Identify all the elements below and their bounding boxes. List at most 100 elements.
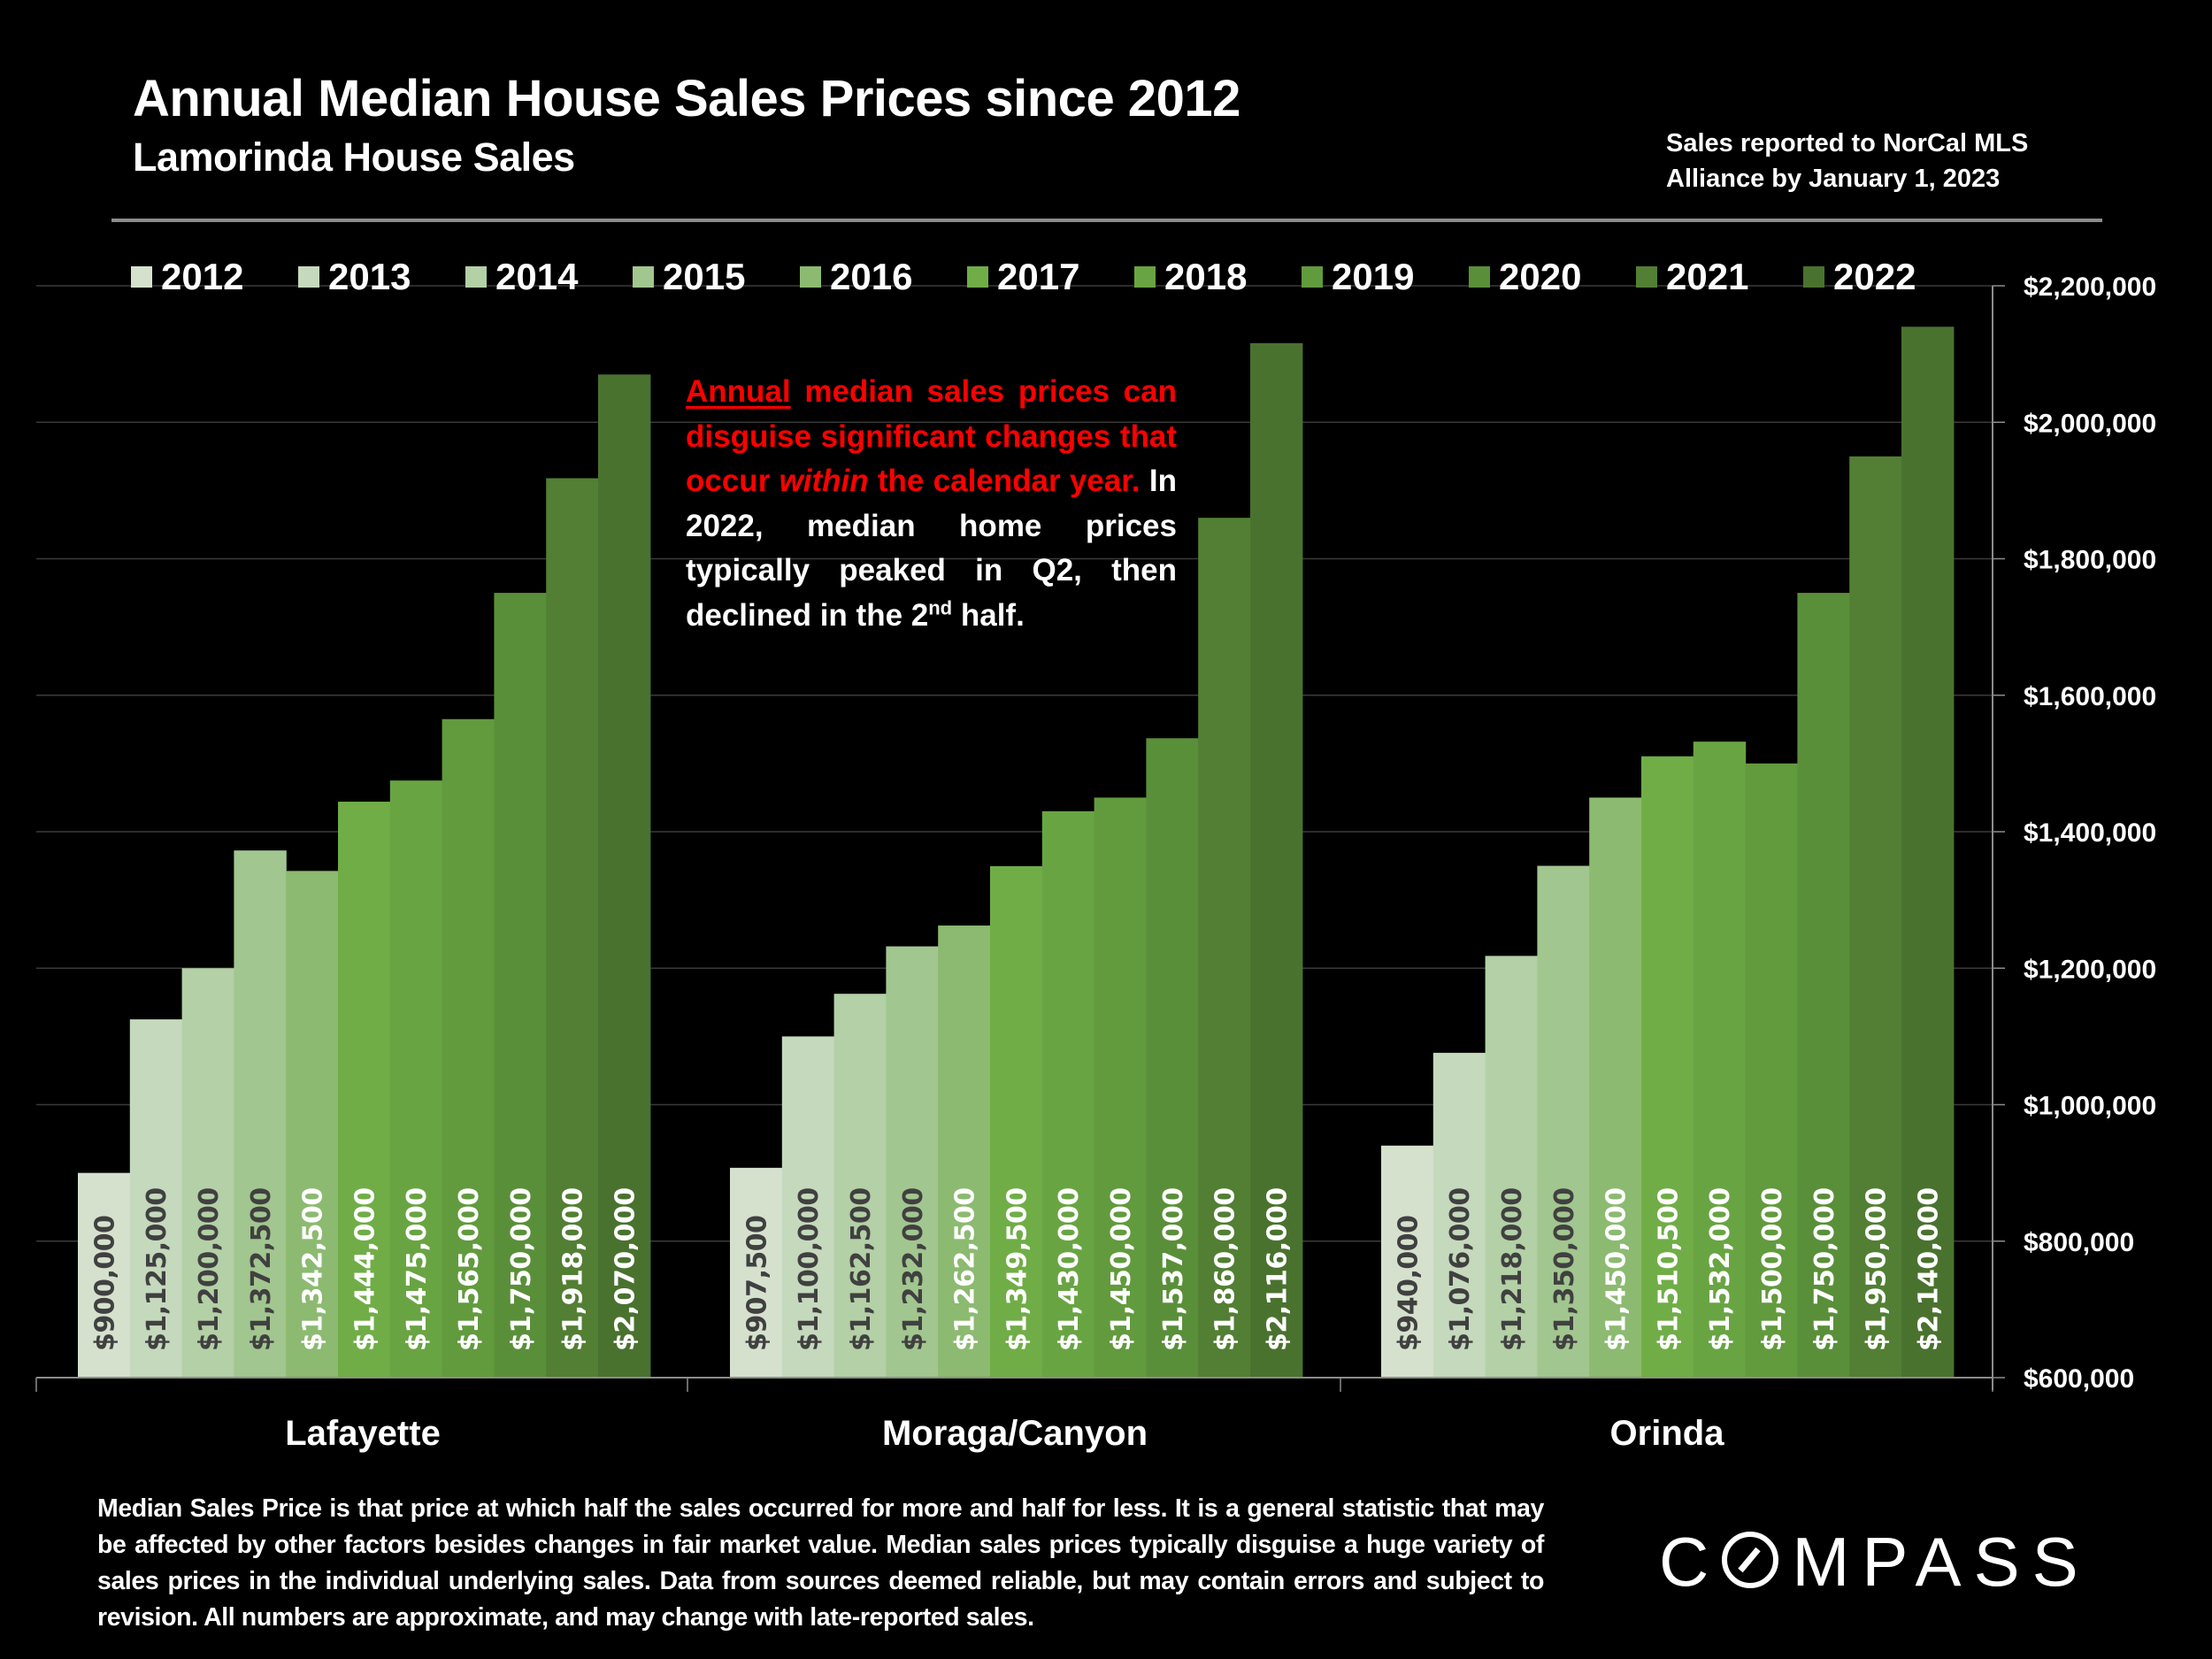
data-label: $1,750,000 bbox=[1809, 1187, 1840, 1351]
data-label: $1,450,000 bbox=[1106, 1187, 1137, 1351]
data-label: $1,430,000 bbox=[1054, 1187, 1085, 1351]
legend-swatch bbox=[131, 266, 152, 288]
data-label: $1,342,500 bbox=[298, 1187, 329, 1351]
annotation-underlined-word: Annual bbox=[686, 374, 791, 409]
annotation-italic-word: within bbox=[779, 464, 869, 498]
legend-label: 2020 bbox=[1499, 256, 1582, 297]
x-category-label: Orinda bbox=[1610, 1414, 1725, 1453]
legend-item-2018: 2018 bbox=[1134, 256, 1302, 298]
legend-label: 2021 bbox=[1666, 256, 1749, 297]
bar-orinda-2014 bbox=[1485, 956, 1538, 1378]
data-label: $1,510,500 bbox=[1653, 1187, 1684, 1351]
axes: $600,000 $800,000 $1,000,000 $1,200,000 $1,4… bbox=[35, 273, 2156, 1453]
x-category-label: Moraga/Canyon bbox=[882, 1414, 1148, 1453]
legend-label: 2016 bbox=[830, 256, 913, 297]
annotation-white-text-2: half. bbox=[952, 597, 1025, 633]
bar-orinda-2013 bbox=[1432, 1052, 1486, 1378]
data-label: $2,140,000 bbox=[1913, 1187, 1944, 1351]
legend-swatch bbox=[800, 266, 821, 288]
header-divider bbox=[111, 219, 2102, 222]
legend-label: 2013 bbox=[328, 256, 411, 297]
bar-lafayette-2017 bbox=[338, 802, 391, 1378]
y-tick-label: $1,200,000 bbox=[2024, 955, 2156, 984]
legend-label: 2015 bbox=[663, 256, 746, 297]
bar-lafayette-2014 bbox=[181, 968, 234, 1378]
y-tick-label: $1,000,000 bbox=[2024, 1092, 2156, 1121]
bar-orinda-2015 bbox=[1537, 865, 1590, 1378]
legend-label: 2022 bbox=[1833, 256, 1916, 297]
legend-item-2013: 2013 bbox=[298, 256, 465, 298]
data-label: $1,076,000 bbox=[1445, 1187, 1476, 1351]
data-label: $1,125,000 bbox=[142, 1187, 173, 1351]
footnote-disclaimer: Median Sales Price is that price at whic… bbox=[97, 1494, 1544, 1632]
bar-lafayette-2019 bbox=[442, 718, 495, 1378]
data-label: $1,918,000 bbox=[558, 1187, 589, 1351]
data-label: $1,500,000 bbox=[1757, 1187, 1788, 1351]
data-label: $1,232,000 bbox=[898, 1187, 929, 1351]
legend-label: 2018 bbox=[1164, 256, 1248, 297]
bar-orinda-2016 bbox=[1589, 797, 1642, 1378]
data-label: $1,372,500 bbox=[246, 1187, 277, 1351]
data-label: $1,750,000 bbox=[506, 1187, 537, 1351]
y-tick-label: $1,800,000 bbox=[2024, 546, 2156, 575]
y-tick-label: $600,000 bbox=[2024, 1364, 2134, 1394]
bar-orinda-2018 bbox=[1693, 741, 1747, 1378]
bar-lafayette-2020 bbox=[494, 593, 547, 1378]
legend-item-2017: 2017 bbox=[967, 256, 1134, 298]
legend-swatch bbox=[1636, 266, 1657, 288]
bar-moraga-canyon-2014 bbox=[833, 994, 887, 1378]
data-label: $1,450,000 bbox=[1601, 1187, 1632, 1351]
data-label: $1,162,500 bbox=[846, 1187, 877, 1351]
data-label: $1,218,000 bbox=[1497, 1187, 1528, 1351]
legend-label: 2017 bbox=[997, 256, 1080, 297]
annotation-superscript: nd bbox=[928, 595, 953, 618]
bar-lafayette-2018 bbox=[389, 780, 443, 1378]
legend-swatch bbox=[1134, 266, 1156, 288]
data-label: $907,500 bbox=[741, 1215, 772, 1351]
legend-item-2014: 2014 bbox=[465, 256, 633, 298]
source-note: Sales reported to NorCal MLS Alliance by… bbox=[1666, 126, 2028, 196]
bar-orinda-2019 bbox=[1745, 763, 1798, 1378]
bar-moraga-canyon-2015 bbox=[886, 946, 939, 1378]
y-tick-label: $800,000 bbox=[2024, 1228, 2134, 1257]
legend-label: 2014 bbox=[495, 256, 579, 297]
bar-orinda-2021 bbox=[1849, 456, 1902, 1378]
data-label: $1,200,000 bbox=[194, 1187, 225, 1351]
bar-lafayette-2013 bbox=[129, 1019, 183, 1378]
source-note-line-1: Sales reported to NorCal MLS bbox=[1666, 129, 2029, 157]
bar-moraga-canyon-2019 bbox=[1094, 797, 1147, 1378]
bar-lafayette-2022 bbox=[598, 374, 651, 1379]
bar-moraga-canyon-2020 bbox=[1146, 738, 1199, 1378]
data-label: $2,116,000 bbox=[1262, 1187, 1293, 1351]
legend-swatch bbox=[1803, 266, 1824, 288]
bar-orinda-2017 bbox=[1641, 756, 1694, 1378]
data-labels: $900,000 $1,125,000 $1,200,000 $1,372,500 $1… bbox=[89, 1187, 1944, 1351]
data-label: $1,350,000 bbox=[1549, 1187, 1580, 1351]
source-note-line-2: Alliance by January 1, 2023 bbox=[1666, 165, 2001, 193]
data-label: $900,000 bbox=[89, 1215, 120, 1351]
data-label: $1,950,000 bbox=[1862, 1187, 1893, 1351]
bar-lafayette-2021 bbox=[546, 478, 599, 1378]
legend-item-2012: 2012 bbox=[131, 256, 298, 298]
legend-swatch bbox=[967, 266, 988, 288]
logo-letters-mpass: MPASS bbox=[1792, 1523, 2091, 1601]
data-label: $1,565,000 bbox=[454, 1187, 485, 1351]
bar-orinda-2012 bbox=[1381, 1145, 1434, 1378]
logo-letter-c: C bbox=[1659, 1523, 1722, 1601]
data-label: $1,262,500 bbox=[950, 1187, 981, 1351]
bar-moraga-canyon-2013 bbox=[781, 1036, 835, 1378]
data-label: $1,349,500 bbox=[1002, 1187, 1033, 1351]
legend-swatch bbox=[633, 266, 654, 288]
data-label: $2,070,000 bbox=[610, 1187, 641, 1351]
legend-swatch bbox=[298, 266, 319, 288]
data-label: $1,532,000 bbox=[1705, 1187, 1736, 1351]
bar-lafayette-2012 bbox=[78, 1172, 131, 1378]
y-tick-label: $1,400,000 bbox=[2024, 818, 2156, 848]
bar-moraga-canyon-2016 bbox=[938, 926, 991, 1378]
annotation-red-text-2: the calendar year. bbox=[868, 464, 1141, 498]
chart-subtitle: Lamorinda House Sales bbox=[133, 134, 575, 180]
bar-moraga-canyon-2018 bbox=[1041, 810, 1095, 1378]
data-label: $1,860,000 bbox=[1210, 1187, 1241, 1351]
legend-swatch bbox=[1469, 266, 1490, 288]
